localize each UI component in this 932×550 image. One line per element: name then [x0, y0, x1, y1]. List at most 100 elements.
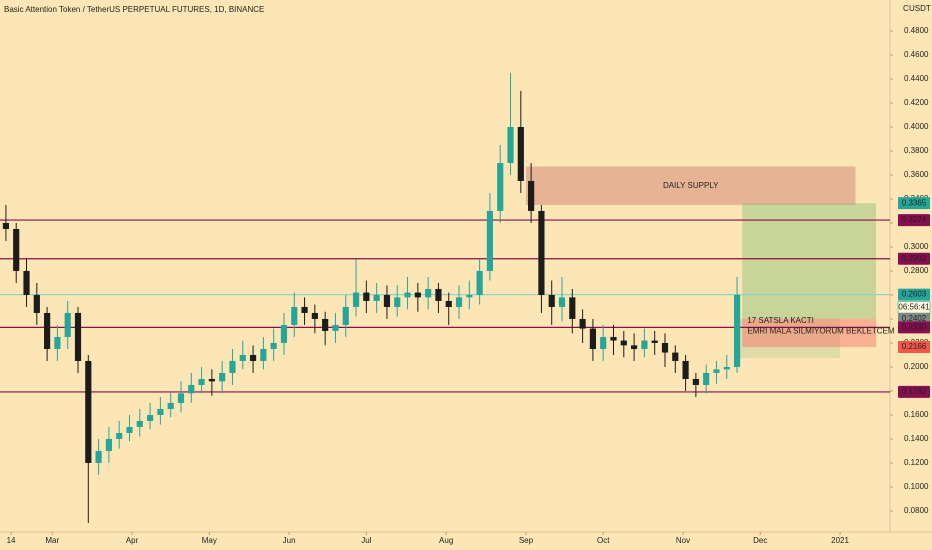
candle	[445, 292, 452, 325]
candle	[466, 280, 473, 310]
candle	[589, 318, 596, 361]
candle	[188, 372, 195, 403]
candle	[682, 354, 689, 391]
candle	[651, 330, 658, 355]
candle-body	[229, 360, 236, 373]
candle-body	[147, 414, 154, 421]
zone	[525, 166, 856, 205]
candle	[239, 340, 246, 370]
x-tick-label: Mar	[45, 536, 59, 545]
candle-body	[363, 292, 370, 301]
chart-title: Basic Attention Token / TetherUS PERPETU…	[4, 5, 264, 14]
candle-body	[579, 318, 586, 329]
candle-body	[610, 336, 617, 341]
candle-body	[425, 288, 432, 298]
candle	[167, 390, 174, 418]
candle-body	[23, 270, 30, 295]
candle	[507, 72, 514, 175]
candle	[332, 312, 339, 343]
candle	[136, 408, 143, 437]
candle-body	[383, 294, 391, 307]
candle	[147, 402, 154, 430]
candle-body	[373, 294, 380, 301]
candle-body	[723, 366, 730, 370]
candle	[425, 276, 432, 310]
candle-body	[352, 292, 360, 307]
candle-body	[105, 438, 112, 451]
candle-body	[497, 162, 504, 211]
candle-body	[394, 297, 401, 307]
x-tick-label: 14	[7, 536, 16, 545]
countdown: 06:56:41	[898, 303, 930, 312]
candle	[219, 360, 226, 394]
candle	[579, 309, 586, 343]
candle-body	[692, 378, 699, 385]
candle	[383, 285, 391, 319]
price-label: 0.2402	[902, 314, 927, 323]
price-label-box	[898, 341, 930, 354]
candle	[126, 414, 133, 442]
candle	[404, 276, 411, 310]
annotation: 17 SATSLA KACTI	[747, 316, 814, 325]
candle-body	[682, 360, 689, 379]
candle-body	[322, 318, 329, 331]
candle	[54, 324, 61, 361]
y-tick-label: 0.2000	[904, 362, 929, 371]
price-label-box	[898, 288, 930, 301]
candle-body	[435, 288, 442, 301]
candle-body	[713, 369, 720, 373]
candle-body	[661, 342, 669, 353]
candle	[528, 162, 535, 223]
candle-body	[703, 372, 710, 385]
candle	[116, 420, 123, 449]
candle-body	[136, 420, 143, 427]
candle	[476, 258, 483, 305]
candle	[394, 285, 401, 317]
candle-body	[157, 408, 164, 415]
candle-body	[95, 450, 102, 463]
candle	[44, 306, 51, 361]
candle	[373, 282, 380, 313]
candle-body	[208, 378, 215, 382]
currency-menu[interactable]: C	[903, 4, 909, 13]
y-tick-label: 0.4400	[904, 74, 929, 83]
price-label-box	[898, 385, 930, 398]
candle	[23, 258, 30, 307]
candle	[352, 258, 360, 317]
candle	[291, 292, 298, 337]
candle-body	[291, 306, 298, 325]
x-tick-label: 2021	[831, 536, 849, 545]
candle	[2, 204, 10, 241]
y-tick-label: 0.3600	[904, 170, 929, 179]
candle	[497, 144, 504, 223]
y-tick-label: 0.3000	[904, 242, 929, 251]
y-tick-label: 0.1000	[904, 482, 929, 491]
candle	[435, 282, 442, 313]
y-tick-label: 0.1400	[904, 434, 929, 443]
candle-body	[558, 297, 566, 307]
candle-body	[239, 354, 246, 361]
price-label: 0.3224	[902, 215, 927, 224]
y-tick-label: 0.4000	[904, 122, 929, 131]
candle-body	[270, 342, 277, 349]
zone-label: DAILY SUPPLY	[663, 181, 719, 190]
candle-body	[188, 384, 195, 394]
candle-body	[528, 180, 535, 211]
price-label-box	[898, 197, 930, 210]
candle	[311, 304, 318, 334]
currency: USDT	[909, 4, 931, 13]
price-label: 0.2603	[902, 290, 927, 299]
candle	[414, 282, 421, 312]
candle-body	[301, 306, 308, 313]
candle-body	[538, 210, 545, 295]
y-tick-label: 0.4600	[904, 50, 929, 59]
candle	[260, 336, 267, 370]
candle-body	[548, 294, 555, 307]
x-tick-label: Apr	[126, 536, 139, 545]
candle	[569, 288, 576, 334]
candle-body	[249, 354, 257, 361]
candle-body	[126, 426, 133, 433]
candle-body	[54, 336, 61, 349]
